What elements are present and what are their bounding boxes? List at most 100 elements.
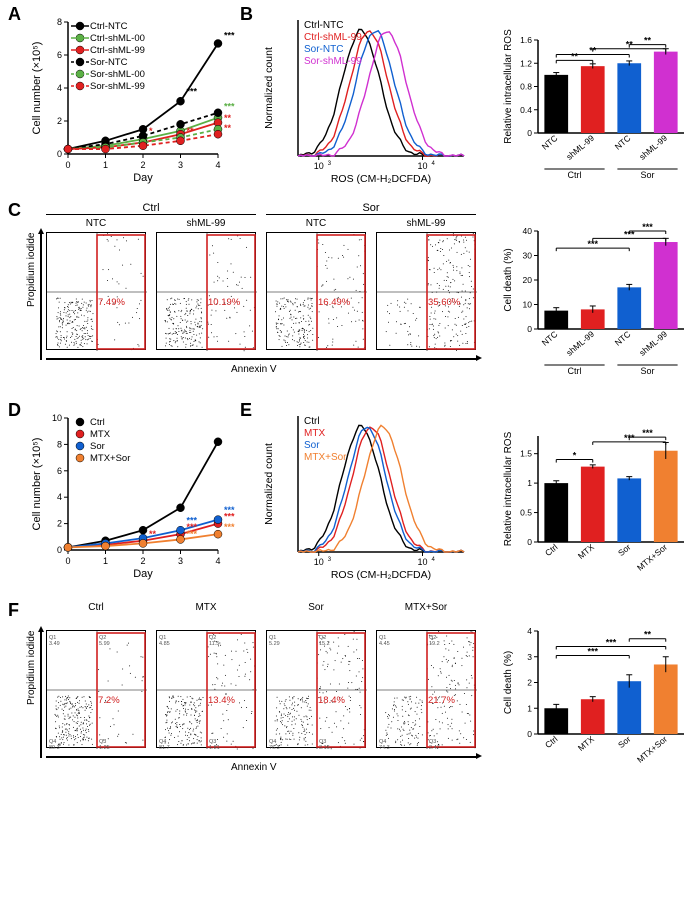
svg-text:1.2: 1.2 (520, 58, 532, 68)
flow-plot-title: shML-99 (156, 218, 256, 229)
svg-text:3: 3 (178, 160, 183, 170)
flow-plot-title: Ctrl (46, 602, 146, 613)
svg-text:3.16: 3.16 (319, 745, 330, 751)
svg-text:15.2: 15.2 (319, 641, 330, 647)
svg-text:10: 10 (314, 161, 324, 171)
svg-text:1.81: 1.81 (209, 745, 220, 751)
svg-text:1: 1 (527, 703, 532, 713)
svg-text:Ctrl-NTC: Ctrl-NTC (90, 21, 128, 32)
svg-text:0: 0 (57, 149, 62, 159)
panel-e-label: E (240, 400, 252, 421)
svg-text:Cell death (%): Cell death (%) (503, 651, 514, 714)
svg-text:2: 2 (57, 116, 62, 126)
svg-text:20: 20 (523, 275, 533, 285)
svg-text:5.99: 5.99 (99, 641, 110, 647)
panel-f-label: F (8, 600, 19, 621)
svg-text:Day: Day (133, 172, 153, 184)
svg-text:4: 4 (527, 626, 532, 636)
svg-text:Ctrl-shML-99: Ctrl-shML-99 (304, 32, 362, 43)
panel-e-barchart: 00.511.5Relative intracellular ROSCtrlMT… (500, 410, 690, 588)
svg-text:Ctrl: Ctrl (543, 734, 560, 750)
svg-text:MTX: MTX (90, 429, 111, 440)
svg-text:Day: Day (133, 568, 153, 580)
svg-text:Sor: Sor (616, 734, 633, 750)
svg-text:**: ** (224, 123, 232, 133)
svg-text:3: 3 (328, 557, 332, 563)
flow-scatter-plot (156, 232, 256, 350)
svg-text:89.3: 89.3 (49, 745, 60, 751)
svg-text:MTX: MTX (576, 734, 596, 753)
flow-percentage: 18.4% (318, 695, 345, 706)
flow-percentage: 16.49% (318, 297, 350, 308)
flow-scatter-plot (376, 232, 476, 350)
svg-text:***: *** (224, 31, 235, 41)
svg-text:Ctrl: Ctrl (568, 366, 582, 376)
svg-text:shML-99: shML-99 (564, 329, 596, 358)
svg-text:40: 40 (523, 226, 533, 236)
panel-a-label: A (8, 4, 21, 25)
flow-x-axis-label: Annexin V (231, 762, 277, 773)
svg-text:1: 1 (103, 556, 108, 566)
flow-plot-title: MTX (156, 602, 256, 613)
panel-a-chart: 0123402468DayCell number (×10⁵)Ctrl-NTCC… (28, 14, 228, 184)
svg-text:0: 0 (65, 556, 70, 566)
svg-text:MTX: MTX (304, 428, 325, 439)
flow-scatter-plot: Q15.29Q215.2Q476.3Q33.16 (266, 630, 366, 748)
svg-text:4: 4 (432, 161, 436, 167)
svg-text:10: 10 (417, 161, 427, 171)
svg-text:74.3: 74.3 (379, 745, 390, 751)
svg-text:3: 3 (328, 161, 332, 167)
svg-text:4: 4 (57, 492, 62, 502)
panel-c-label: C (8, 200, 21, 221)
svg-text:2: 2 (140, 160, 145, 170)
svg-text:76.3: 76.3 (269, 745, 280, 751)
svg-text:NTC: NTC (540, 329, 560, 348)
svg-text:MTX: MTX (576, 542, 596, 561)
flow-y-axis-label: Propidium iodide (26, 631, 37, 706)
svg-text:0: 0 (527, 729, 532, 739)
svg-text:19.2: 19.2 (429, 641, 440, 647)
flow-plot-title: shML-99 (376, 218, 476, 229)
svg-text:Sor: Sor (304, 440, 320, 451)
svg-text:Ctrl: Ctrl (543, 542, 560, 558)
svg-text:shML-99: shML-99 (637, 133, 669, 162)
svg-text:3.49: 3.49 (49, 641, 60, 647)
svg-text:4: 4 (432, 557, 436, 563)
flow-percentage: 7.49% (98, 297, 125, 308)
flow-x-axis-label: Annexin V (231, 364, 277, 375)
svg-text:Cell death (%): Cell death (%) (503, 248, 514, 311)
svg-text:0: 0 (527, 537, 532, 547)
svg-text:***: *** (187, 529, 198, 539)
panel-d-chart: 012340246810DayCell number (×10⁵)CtrlMTX… (28, 410, 228, 580)
svg-text:***: *** (187, 87, 198, 97)
svg-text:NTC: NTC (540, 133, 560, 152)
panel-b-histogram: 103104ROS (CM-H₂DCFDA)Normalized countCt… (260, 14, 470, 184)
svg-text:1: 1 (527, 478, 532, 488)
svg-text:4: 4 (215, 556, 220, 566)
svg-text:Ctrl: Ctrl (568, 170, 582, 180)
svg-text:MTX+Sor: MTX+Sor (304, 452, 347, 463)
flow-plot-title: NTC (266, 218, 366, 229)
flow-scatter-plot: Q13.49Q25.99Q489.3Q31.25 (46, 630, 146, 748)
svg-text:2: 2 (140, 556, 145, 566)
svg-text:0: 0 (57, 545, 62, 555)
svg-text:Sor-NTC: Sor-NTC (304, 44, 343, 55)
svg-text:8: 8 (57, 439, 62, 449)
svg-text:NTC: NTC (613, 329, 633, 348)
svg-text:5.29: 5.29 (269, 641, 280, 647)
panel-d-label: D (8, 400, 21, 421)
svg-text:Ctrl: Ctrl (304, 416, 320, 427)
flow-group-label: Sor (266, 202, 476, 214)
svg-text:2.47: 2.47 (429, 745, 440, 751)
svg-text:Relative intracellular ROS: Relative intracellular ROS (503, 29, 514, 144)
svg-text:Sor: Sor (616, 542, 633, 558)
flow-group-label: Ctrl (46, 202, 256, 214)
flow-plot-title: NTC (46, 218, 146, 229)
svg-text:Cell number (×10⁵): Cell number (×10⁵) (31, 42, 43, 135)
svg-text:MTX+Sor: MTX+Sor (90, 453, 130, 464)
svg-text:**: ** (187, 126, 195, 136)
svg-text:0.8: 0.8 (520, 82, 532, 92)
svg-text:Sor: Sor (640, 170, 654, 180)
svg-text:1: 1 (103, 160, 108, 170)
svg-text:***: *** (606, 637, 617, 647)
